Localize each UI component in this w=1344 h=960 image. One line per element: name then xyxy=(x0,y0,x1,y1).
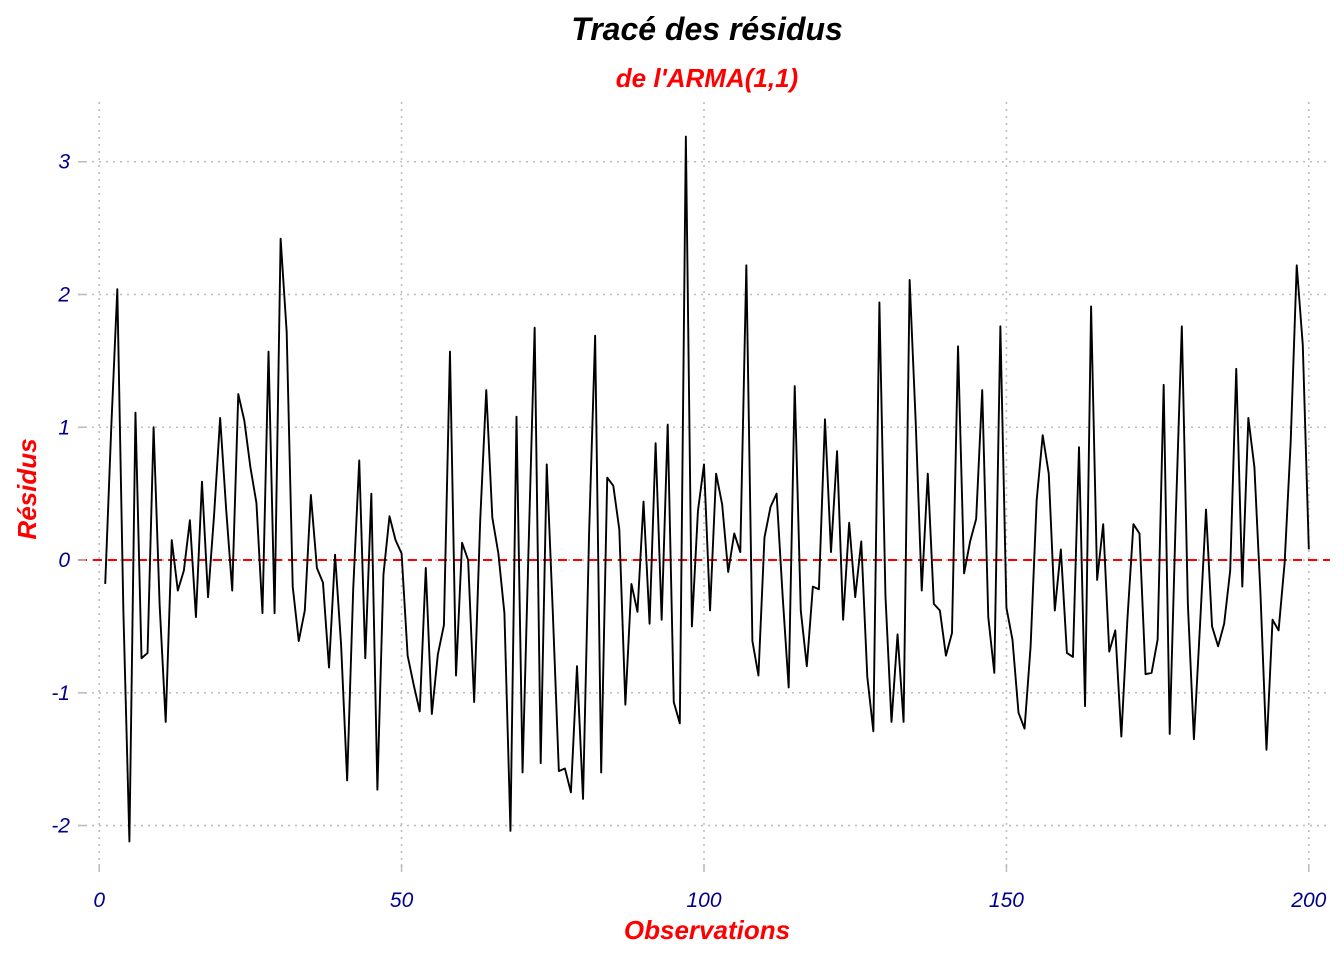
x-tick-label: 200 xyxy=(1290,889,1326,912)
x-tick-label: 150 xyxy=(989,889,1024,912)
y-tick-label: 0 xyxy=(58,549,70,572)
chart-subtitle: de l'ARMA(1,1) xyxy=(616,63,798,93)
plot-area xyxy=(104,135,1310,843)
x-tick-label: 0 xyxy=(93,889,105,912)
x-axis-title: Observations xyxy=(624,915,790,945)
y-tick-label: 1 xyxy=(58,416,70,439)
y-tick-label: 2 xyxy=(57,284,70,307)
x-tick-label: 50 xyxy=(390,889,414,912)
y-tick-label: 3 xyxy=(58,151,70,174)
residuals-line xyxy=(104,135,1310,843)
axes: -2 -1 0 1 2 3 0 50 100 150 200 xyxy=(51,151,1326,912)
y-tick-label: -2 xyxy=(51,815,70,838)
x-tick-label: 100 xyxy=(686,889,721,912)
chart-title: Tracé des résidus xyxy=(571,11,843,47)
y-axis-title: Résidus xyxy=(12,438,42,539)
y-tick-label: -1 xyxy=(51,682,70,705)
